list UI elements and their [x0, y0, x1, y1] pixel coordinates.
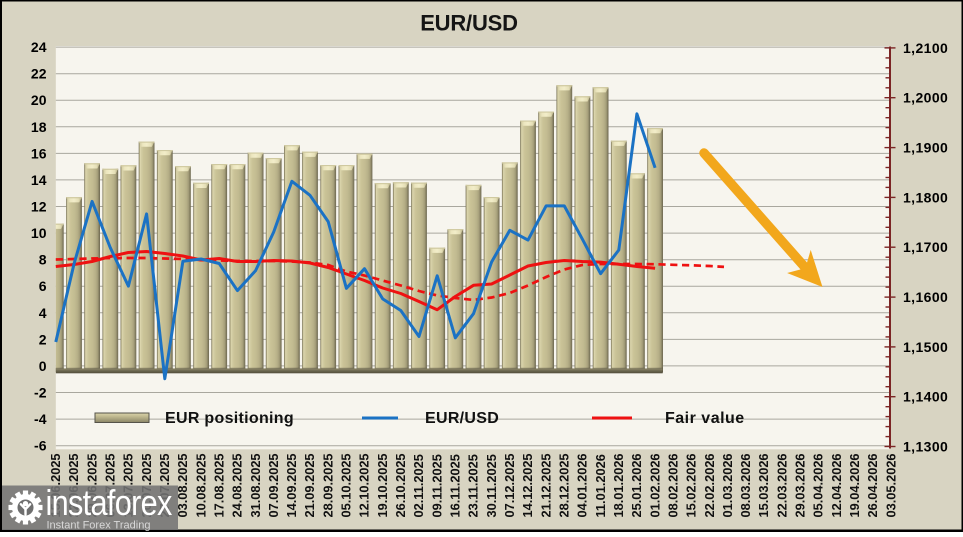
svg-text:29.03.2026: 29.03.2026 [793, 453, 808, 517]
svg-text:2: 2 [39, 331, 47, 347]
svg-text:4: 4 [39, 305, 47, 321]
svg-text:instaforex: instaforex [45, 483, 172, 524]
svg-text:12.10.2025: 12.10.2025 [357, 453, 372, 517]
svg-text:-2: -2 [34, 385, 47, 401]
svg-text:19.04.2026: 19.04.2026 [847, 453, 862, 517]
svg-text:16: 16 [31, 145, 47, 161]
svg-text:1,1600: 1,1600 [903, 289, 948, 305]
svg-text:Instant Forex Trading: Instant Forex Trading [47, 520, 151, 532]
svg-text:15.02.2026: 15.02.2026 [684, 453, 699, 517]
svg-text:1,1700: 1,1700 [903, 239, 948, 255]
svg-text:1,1500: 1,1500 [903, 339, 948, 355]
svg-text:16.11.2025: 16.11.2025 [448, 454, 463, 517]
svg-text:22: 22 [31, 66, 47, 82]
svg-text:EUR/USD: EUR/USD [425, 410, 499, 427]
svg-text:18: 18 [31, 119, 47, 135]
svg-text:1,1900: 1,1900 [903, 140, 948, 156]
svg-text:05.04.2026: 05.04.2026 [811, 453, 826, 517]
svg-text:17.08.2025: 17.08.2025 [211, 453, 226, 517]
svg-text:Fair value: Fair value [665, 410, 745, 427]
svg-text:1,1300: 1,1300 [903, 439, 948, 455]
svg-text:-6: -6 [34, 438, 47, 454]
svg-text:08.02.2026: 08.02.2026 [665, 453, 680, 517]
svg-text:15.03.2026: 15.03.2026 [756, 453, 771, 517]
svg-text:0: 0 [39, 358, 47, 374]
svg-text:6: 6 [39, 278, 47, 294]
svg-text:31.08.2025: 31.08.2025 [248, 453, 263, 517]
svg-text:10: 10 [31, 225, 47, 241]
svg-text:18.01.2026: 18.01.2026 [611, 453, 626, 517]
svg-text:21.12.2025: 21.12.2025 [538, 453, 553, 517]
svg-text:05.10.2025: 05.10.2025 [339, 453, 354, 517]
svg-text:21.09.2025: 21.09.2025 [302, 453, 317, 517]
svg-text:1,1800: 1,1800 [903, 189, 948, 205]
svg-text:26.04.2026: 26.04.2026 [865, 453, 880, 517]
svg-text:09.11.2025: 09.11.2025 [429, 454, 444, 517]
svg-text:04.01.2026: 04.01.2026 [575, 453, 590, 517]
svg-text:12.04.2026: 12.04.2026 [829, 453, 844, 517]
svg-text:20: 20 [31, 92, 47, 108]
svg-text:01.03.2026: 01.03.2026 [720, 453, 735, 517]
svg-text:14.09.2025: 14.09.2025 [284, 453, 299, 517]
svg-text:30.11.2025: 30.11.2025 [484, 454, 499, 517]
svg-text:24: 24 [31, 39, 47, 55]
svg-text:14: 14 [31, 172, 47, 188]
svg-text:19.10.2025: 19.10.2025 [375, 453, 390, 517]
svg-text:11.01.2026: 11.01.2026 [593, 454, 608, 517]
svg-text:24.08.2025: 24.08.2025 [230, 453, 245, 517]
svg-text:14.12.2025: 14.12.2025 [520, 453, 535, 517]
svg-text:10.08.2025: 10.08.2025 [193, 453, 208, 517]
svg-text:02.11.2025: 02.11.2025 [411, 454, 426, 517]
svg-text:08.03.2026: 08.03.2026 [738, 453, 753, 517]
svg-text:23.11.2025: 23.11.2025 [466, 454, 481, 517]
svg-text:28.09.2025: 28.09.2025 [320, 453, 335, 517]
svg-text:03.05.2026: 03.05.2026 [883, 453, 898, 517]
svg-text:1,2100: 1,2100 [903, 40, 948, 56]
svg-text:-4: -4 [34, 411, 47, 427]
svg-text:EUR positioning: EUR positioning [165, 410, 294, 427]
svg-text:1,2000: 1,2000 [903, 90, 948, 106]
svg-text:28.12.2025: 28.12.2025 [557, 453, 572, 517]
svg-text:26.10.2025: 26.10.2025 [393, 453, 408, 517]
svg-text:1,1400: 1,1400 [903, 389, 948, 405]
svg-text:01.02.2026: 01.02.2026 [647, 453, 662, 517]
svg-text:22.02.2026: 22.02.2026 [702, 453, 717, 517]
svg-text:07.09.2025: 07.09.2025 [266, 453, 281, 517]
svg-text:22.03.2026: 22.03.2026 [774, 453, 789, 517]
svg-text:EUR/USD: EUR/USD [420, 11, 518, 36]
svg-text:12: 12 [31, 199, 47, 215]
svg-text:03.08.2025: 03.08.2025 [175, 453, 190, 517]
svg-text:8: 8 [39, 252, 47, 268]
svg-text:25.01.2026: 25.01.2026 [629, 453, 644, 517]
svg-text:07.12.2025: 07.12.2025 [502, 453, 517, 517]
